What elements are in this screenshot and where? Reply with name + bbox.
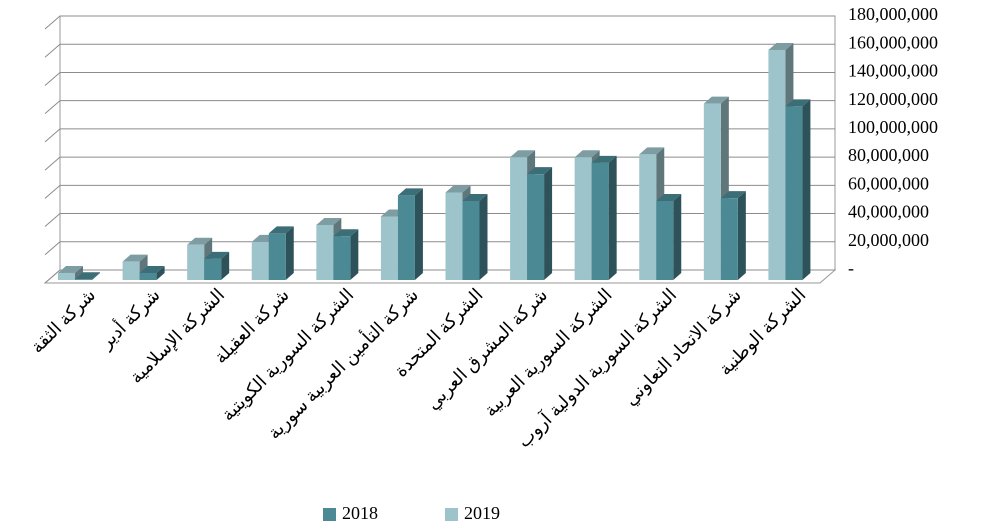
bar — [591, 155, 617, 280]
x-tick-label: شركة الثقة — [27, 285, 100, 358]
legend-swatch — [445, 508, 458, 521]
x-tick-label: شركة المشرق العربي — [422, 285, 552, 415]
bar — [58, 265, 83, 280]
bar-side — [285, 226, 294, 280]
bar-front — [720, 198, 738, 280]
legend-label: 2018 — [342, 503, 378, 523]
bar-top — [75, 272, 100, 280]
y-tick-label: 160,000,000 — [848, 32, 938, 52]
bar-front — [397, 195, 415, 280]
bar-top — [316, 217, 342, 225]
bar — [75, 272, 100, 280]
y-tick-label: 20,000,000 — [848, 230, 929, 250]
x-tick-label: شركة أدير — [94, 283, 165, 354]
y-tick-label: 80,000,000 — [848, 145, 929, 165]
bar-front — [445, 192, 463, 280]
bar-front — [527, 174, 545, 280]
bar-side — [156, 265, 165, 280]
bar-top — [462, 193, 488, 201]
bar-top — [591, 155, 617, 163]
bar-front — [656, 200, 674, 280]
y-tick-label: 60,000,000 — [848, 173, 929, 193]
bar-top — [58, 265, 83, 273]
bar-top — [445, 185, 471, 193]
bar-top — [574, 150, 600, 158]
bar-side — [737, 191, 746, 280]
y-tick-label: 100,000,000 — [848, 117, 938, 137]
bar-side — [802, 99, 811, 280]
bar-front — [768, 49, 786, 280]
bar — [397, 188, 423, 280]
bar-top — [527, 167, 553, 175]
bar — [333, 229, 359, 280]
bar-top — [333, 229, 359, 237]
y-tick-label: - — [848, 258, 854, 278]
bar-side — [92, 272, 100, 280]
bar-top — [268, 226, 294, 234]
grid-line — [44, 100, 835, 115]
bar-top — [720, 191, 746, 199]
y-tick-label: 140,000,000 — [848, 61, 938, 81]
y-tick-label: 180,000,000 — [848, 4, 938, 24]
x-tick-label: شركة الاتحاد التعاوني — [620, 285, 745, 410]
bar-front — [333, 236, 351, 280]
bar-top — [139, 265, 165, 273]
bar — [139, 265, 165, 280]
bar — [785, 99, 811, 280]
bar-front — [380, 216, 398, 280]
bar-side — [673, 193, 682, 280]
y-tick-label: 40,000,000 — [848, 202, 929, 222]
x-tick-label: الشركة السورية العربية — [480, 285, 617, 422]
bar-top — [656, 193, 682, 201]
bar-side — [608, 155, 617, 280]
bar-side — [350, 229, 359, 280]
bar-side — [479, 193, 488, 280]
bar — [268, 226, 294, 280]
bar-front — [574, 157, 592, 280]
y-tick-label: 120,000,000 — [848, 89, 938, 109]
bar-side — [221, 251, 230, 280]
bar — [204, 251, 230, 280]
legend-label: 2019 — [464, 503, 500, 523]
legend-swatch — [323, 508, 336, 521]
grid-line — [44, 128, 835, 143]
bar-front — [268, 233, 286, 280]
bar-front — [316, 224, 334, 280]
bar — [656, 193, 682, 280]
bar-front — [785, 106, 803, 280]
grid-line — [44, 15, 835, 30]
bar-front — [187, 244, 205, 280]
bar-side — [414, 188, 423, 280]
bar-top — [510, 150, 536, 158]
bar-front — [139, 272, 157, 280]
bar-top — [397, 188, 423, 196]
bar-top — [187, 237, 213, 245]
bar-front — [462, 200, 480, 280]
bar-front — [58, 272, 75, 280]
bar-front — [251, 241, 269, 280]
bar-top — [785, 99, 811, 107]
bar-side — [75, 265, 83, 280]
bar-front — [591, 162, 609, 280]
bar-front — [204, 258, 222, 280]
bar-top — [122, 254, 148, 262]
grid-line — [44, 43, 835, 58]
bar-front — [510, 157, 528, 280]
bar-top — [768, 42, 794, 50]
bar-side — [544, 167, 553, 280]
bar-top — [703, 96, 729, 104]
bar-front — [75, 279, 92, 280]
bar-front — [703, 103, 721, 280]
bar-top — [639, 147, 665, 155]
grid-line — [44, 71, 835, 86]
bar-top — [204, 251, 230, 259]
bar — [720, 191, 746, 280]
bar — [462, 193, 488, 280]
bar-front — [639, 154, 657, 280]
bar — [527, 167, 553, 280]
bar-front — [122, 261, 140, 280]
